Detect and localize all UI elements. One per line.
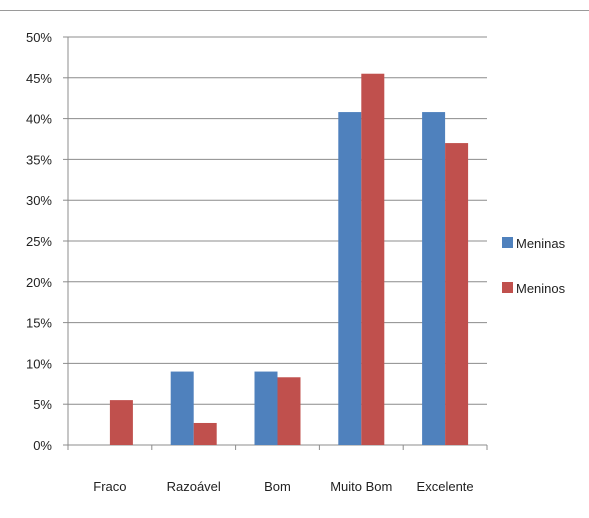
top-divider xyxy=(0,10,589,11)
bar-meninos-4 xyxy=(445,143,469,445)
y-tick-label: 35% xyxy=(26,152,52,167)
x-tick-label: Fraco xyxy=(93,479,126,494)
bar-meninas-1 xyxy=(170,371,194,445)
bar-meninas-4 xyxy=(422,112,446,446)
y-tick-label: 5% xyxy=(33,397,52,412)
y-tick-label: 30% xyxy=(26,193,52,208)
y-tick-label: 10% xyxy=(26,356,52,371)
y-tick-label: 25% xyxy=(26,234,52,249)
x-tick-label: Razoável xyxy=(167,479,221,494)
bar-meninos-1 xyxy=(193,422,217,445)
y-tick-label: 0% xyxy=(33,438,52,453)
y-tick-label: 15% xyxy=(26,316,52,331)
bar-meninos-2 xyxy=(277,377,301,445)
x-tick-label: Muito Bom xyxy=(330,479,392,494)
bar-meninos-0 xyxy=(109,400,133,445)
bar-meninas-2 xyxy=(254,371,278,445)
bar-meninas-3 xyxy=(338,112,362,446)
y-tick-label: 45% xyxy=(26,71,52,86)
legend-label: Meninos xyxy=(516,281,566,296)
x-tick-label: Excelente xyxy=(417,479,474,494)
legend-swatch-meninos xyxy=(502,282,513,293)
y-tick-label: 20% xyxy=(26,275,52,290)
bar-meninos-3 xyxy=(361,73,385,445)
y-tick-label: 40% xyxy=(26,112,52,127)
legend-label: Meninas xyxy=(516,236,566,251)
x-tick-label: Bom xyxy=(264,479,291,494)
legend-swatch-meninas xyxy=(502,237,513,248)
y-tick-label: 50% xyxy=(26,30,52,45)
